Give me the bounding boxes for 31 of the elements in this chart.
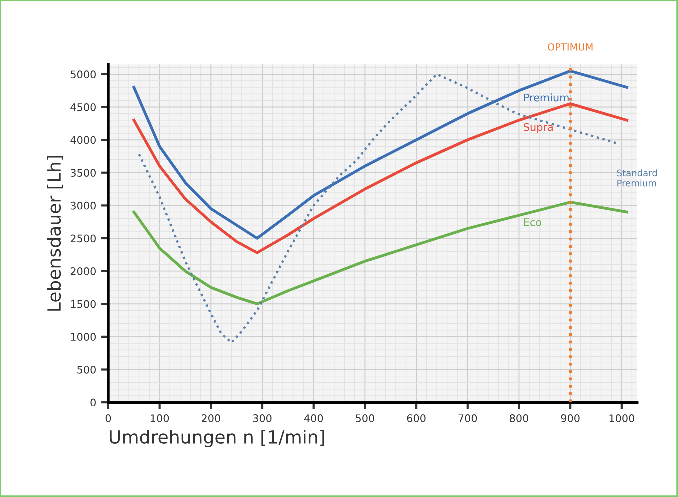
y-tick-label: 4500: [70, 103, 96, 112]
series-label: Eco: [524, 218, 542, 226]
y-axis-title: Lebensdauer [Lh]: [47, 156, 64, 311]
x-tick-label: 700: [458, 414, 478, 422]
y-tick-label: 3000: [70, 202, 96, 210]
series-label: Supra: [524, 123, 553, 134]
x-tick-label: 600: [407, 414, 426, 422]
y-tick-label: 1000: [71, 333, 96, 342]
text: Standard Premium: [617, 170, 658, 187]
x-axis-title: Umdrehungen n [1/min]: [110, 430, 324, 448]
y-tick-label: 2500: [70, 234, 96, 243]
x-tick-label: 800: [510, 414, 528, 422]
x-tick-label: 300: [253, 414, 272, 422]
line-series: [138, 73, 618, 344]
line-series: [132, 201, 628, 306]
x-tick-label: 900: [561, 414, 580, 422]
y-tick-label: 1500: [71, 300, 96, 308]
y-tick-label: 5000: [70, 70, 96, 79]
series-label: Premium: [524, 94, 569, 102]
x-tick-label: 1000: [610, 414, 634, 422]
x-tick-label: 500: [356, 414, 374, 422]
y-tick-label: 3500: [70, 169, 96, 177]
y-tick-label: 4000: [70, 136, 96, 144]
x-tick-label: 100: [151, 414, 170, 422]
ref-line-label: OPTIMUM: [548, 44, 593, 51]
y-tick-label: 500: [78, 366, 96, 374]
x-tick-label: 0: [106, 414, 112, 422]
x-tick-label: 400: [304, 414, 324, 422]
x-tick-label: 200: [202, 414, 220, 422]
y-tick-label: 2000: [70, 268, 96, 276]
y-tick-label: 0: [90, 398, 96, 407]
